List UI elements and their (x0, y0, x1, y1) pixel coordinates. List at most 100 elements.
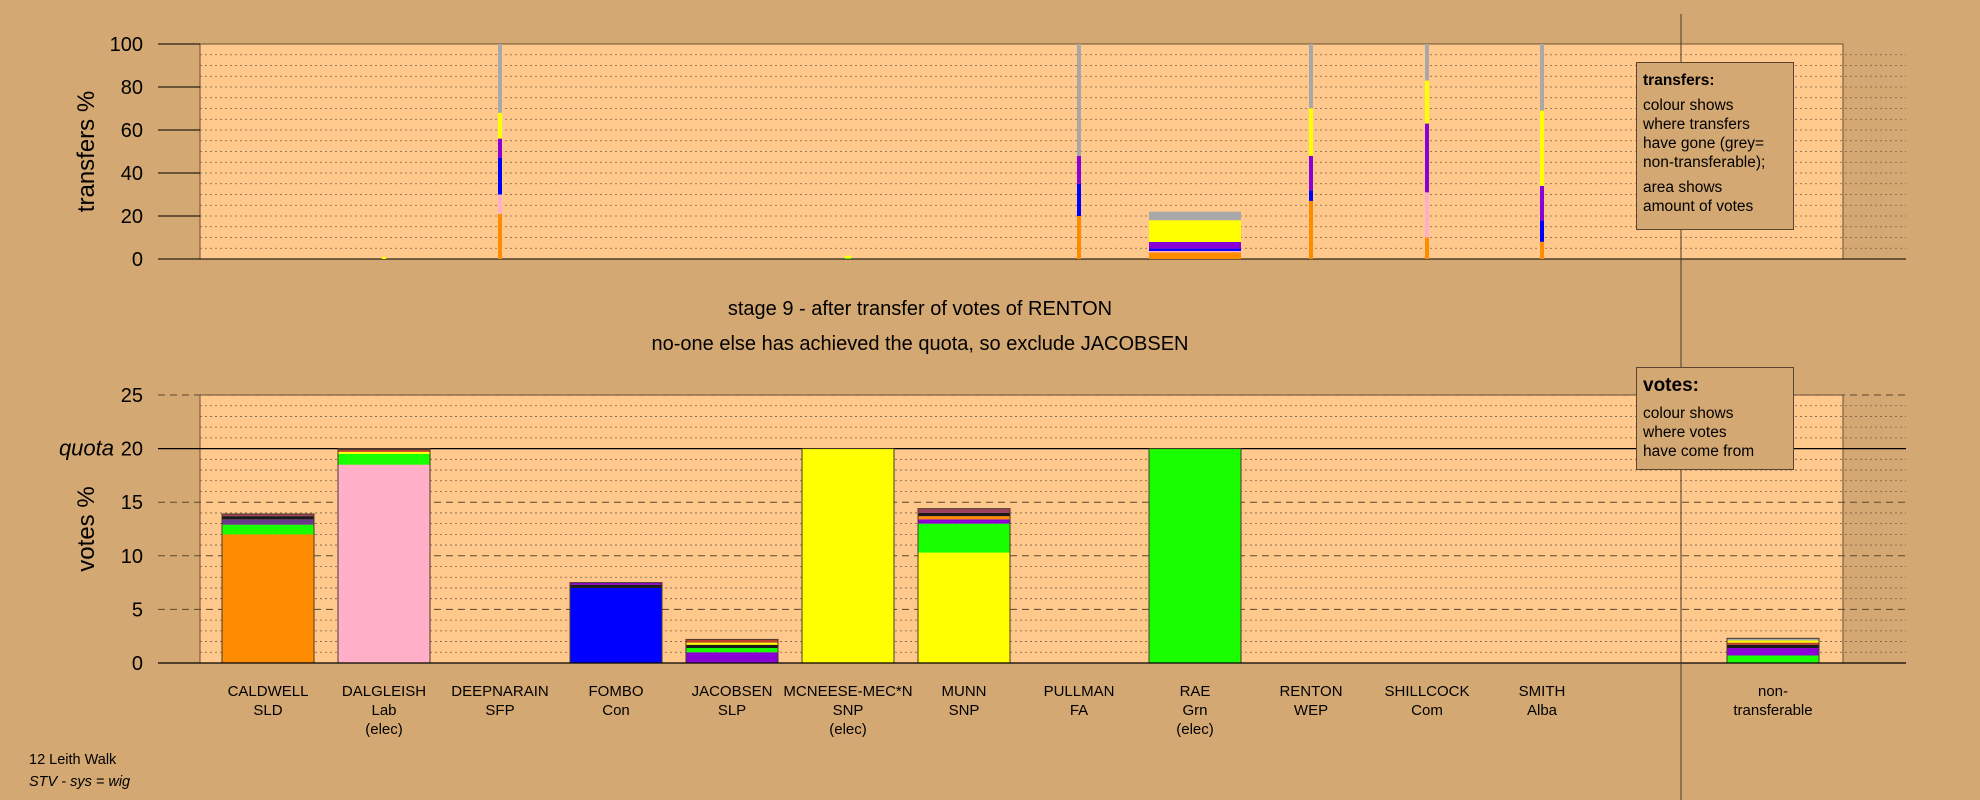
transfer-segment (498, 157, 502, 195)
vote-segment (1727, 638, 1819, 641)
transfer-segment (1425, 237, 1429, 259)
transfer-segment (1077, 183, 1081, 216)
candidate-party: Com (1411, 702, 1443, 719)
candidate-name: DALGLEISH (342, 683, 426, 700)
vote-segment (222, 524, 314, 535)
vote-segment (1727, 655, 1819, 663)
candidate-name: RAE (1180, 683, 1211, 700)
candidate-party: SFP (485, 702, 514, 719)
transfer-segment (498, 213, 502, 259)
vote-segment (686, 647, 778, 653)
transfer-segment (1149, 252, 1241, 259)
transfer-segment (498, 194, 502, 214)
vote-segment (570, 587, 662, 663)
candidate-name: DEEPNARAIN (451, 683, 549, 700)
vote-segment (338, 451, 430, 454)
vote-segment (918, 508, 1010, 513)
candidate-name: SHILLCOCK (1384, 683, 1469, 700)
transfer-segment (1309, 155, 1313, 191)
candidate-party: SNP (949, 702, 980, 719)
transfers-tick-label: 40 (121, 163, 143, 185)
transfer-segment (498, 44, 502, 113)
candidate-name: PULLMAN (1044, 683, 1115, 700)
votes-legend-title: votes: (1643, 375, 1699, 396)
transfer-segment (498, 112, 502, 139)
candidate-status: (elec) (365, 721, 403, 738)
candidate-name: JACOBSEN (692, 683, 773, 700)
candidate-party: SLD (253, 702, 282, 719)
vote-segment (686, 642, 778, 645)
vote-segment (570, 582, 662, 585)
vote-segment (222, 534, 314, 663)
votes-tick-label: 5 (132, 599, 143, 621)
vote-segment (1727, 642, 1819, 645)
transfer-segment (1149, 250, 1241, 253)
candidate-name: FOMBO (589, 683, 644, 700)
transfers-legend-title: transfers: (1643, 72, 1715, 89)
transfer-segment (1540, 44, 1544, 111)
transfer-segment (1425, 80, 1429, 124)
candidate-party: WEP (1294, 702, 1328, 719)
vote-segment (222, 516, 314, 520)
vote-segment (686, 644, 778, 648)
candidate-party: FA (1070, 702, 1088, 719)
vote-segment (918, 523, 1010, 553)
stage-title: stage 9 - after transfer of votes of REN… (727, 298, 1113, 320)
vote-segment (1149, 448, 1241, 663)
vote-segment (1727, 644, 1819, 648)
transfers-tick-label: 20 (121, 206, 143, 228)
transfer-segment (1149, 211, 1241, 221)
transfer-segment (1425, 44, 1429, 81)
vote-segment (338, 453, 430, 465)
vote-segment (802, 448, 894, 663)
votes-tick-label: 25 (121, 385, 143, 407)
votes-tick-label: 20 (121, 439, 143, 461)
transfers-tick-label: 60 (121, 120, 143, 142)
transfer-segment (1077, 155, 1081, 184)
transfer-segment (1540, 110, 1544, 186)
transfers-legend-line: colour shows where transfers have gone (… (1643, 97, 1766, 171)
vote-segment (222, 519, 314, 525)
candidate-name: MCNEESE-MEC*N (783, 683, 912, 700)
candidate-party: SLP (718, 702, 746, 719)
stage-subtitle: no-one else has achieved the quota, so e… (651, 333, 1189, 355)
vote-segment (222, 513, 314, 517)
vote-segment (338, 449, 430, 452)
transfer-segment (1309, 108, 1313, 156)
transfer-segment (1309, 190, 1313, 201)
vote-segment (338, 464, 430, 663)
candidate-party: SNP (833, 702, 864, 719)
transfers-tick-label: 80 (121, 77, 143, 99)
transfer-segment (1425, 123, 1429, 193)
transfer-segment (844, 258, 852, 259)
transfer-segment (1077, 44, 1081, 156)
vote-segment (1727, 647, 1819, 656)
candidate-status: (elec) (1176, 721, 1214, 738)
transfer-segment (1149, 241, 1241, 249)
transfer-segment (844, 255, 852, 259)
candidate-party: Alba (1527, 702, 1558, 719)
transfer-segment (1540, 241, 1544, 259)
candidate-party: Lab (371, 702, 396, 719)
votes-legend: votes: colour shows where votes have com… (1636, 367, 1794, 470)
candidate-name: CALDWELL (228, 683, 309, 700)
voting-system: STV - sys = wig (29, 774, 131, 790)
ward-name: 12 Leith Walk (29, 752, 117, 768)
transfer-segment (1149, 220, 1241, 242)
candidate-party: Con (602, 702, 630, 719)
vote-segment (570, 584, 662, 588)
votes-tick-label: 10 (121, 546, 143, 568)
transfer-segment (1309, 44, 1313, 109)
transfers-tick-label: 100 (110, 34, 143, 56)
transfer-segment (1540, 220, 1544, 242)
votes-legend-line: colour shows where votes have come from (1643, 405, 1755, 460)
transfers-legend: transfers: colour shows where transfers … (1636, 62, 1794, 230)
transfer-segment (498, 138, 502, 158)
transfer-segment (1540, 185, 1544, 221)
vote-segment (918, 516, 1010, 520)
transfers-tick-label: 0 (132, 249, 143, 271)
quota-label: quota (59, 436, 114, 461)
candidate-name: SMITH (1519, 683, 1566, 700)
candidate-name: MUNN (942, 683, 987, 700)
transfer-segment (1425, 192, 1429, 238)
